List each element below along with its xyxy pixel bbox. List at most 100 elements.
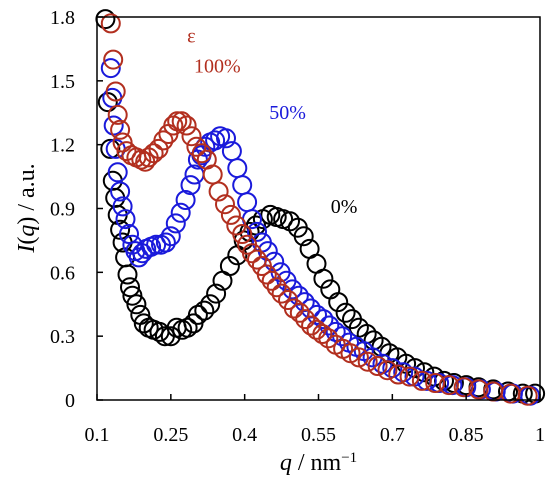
data-point	[206, 283, 227, 304]
data-point	[232, 224, 253, 244]
y-tick-label: 0.3	[50, 326, 75, 348]
y-axis-var: I	[14, 244, 40, 254]
data-point	[425, 373, 446, 393]
data-point	[335, 302, 356, 323]
data-point	[107, 162, 128, 183]
data-point	[438, 375, 459, 396]
data-point	[171, 111, 192, 132]
y-tick-label: 1.5	[50, 71, 75, 93]
x-tick-label: 0.7	[380, 424, 405, 446]
data-point	[216, 128, 236, 149]
data-point	[133, 313, 154, 334]
data-point	[328, 292, 349, 313]
data-point	[143, 143, 164, 164]
data-point	[186, 136, 207, 157]
data-point	[116, 141, 137, 162]
data-point	[256, 264, 277, 285]
y-tick-label: 1.8	[50, 7, 75, 29]
series-100pct	[100, 13, 538, 406]
y-axis-unit: / a.u.	[14, 163, 40, 216]
data-point	[112, 196, 133, 217]
annotation-label: 0%	[331, 196, 358, 218]
data-point	[103, 49, 124, 70]
data-point	[175, 190, 196, 210]
data-point	[367, 356, 388, 376]
data-point	[155, 232, 176, 253]
data-point	[187, 304, 208, 325]
y-axis-arg: q	[14, 225, 40, 237]
x-axis-unit: / nm	[292, 450, 342, 476]
data-point	[115, 209, 136, 230]
x-tick-label: 0.55	[301, 424, 336, 446]
data-point	[453, 377, 474, 398]
data-point	[517, 385, 538, 406]
data-point	[103, 115, 124, 136]
data-point	[100, 138, 121, 159]
data-point	[313, 268, 334, 289]
data-point	[107, 104, 128, 125]
x-tick-label: 0.4	[232, 424, 257, 446]
y-tick-label: 0.6	[50, 262, 75, 284]
data-point	[271, 283, 292, 304]
annotations: ε 100% 50% 0%	[187, 26, 357, 218]
data-point	[194, 300, 215, 321]
data-point	[202, 164, 223, 185]
series-50pct	[100, 58, 541, 406]
data-point	[110, 119, 131, 140]
annotation-label: 50%	[269, 102, 306, 124]
data-point	[153, 130, 174, 151]
x-axis-title: q / nm−1	[280, 450, 357, 476]
x-axis-ticks: 0.1 0.25 0.4 0.55 0.7 0.85 1	[85, 394, 545, 446]
data-point	[117, 264, 138, 285]
data-point	[227, 158, 248, 179]
data-point	[100, 13, 121, 34]
x-tick-label: 0.25	[153, 424, 188, 446]
data-point	[220, 204, 241, 225]
data-point	[414, 362, 435, 383]
data-point	[266, 277, 287, 298]
data-point	[149, 321, 170, 342]
data-point	[232, 175, 253, 196]
data-point	[205, 130, 226, 151]
y-axis-ticks: 0 0.3 0.6 0.9 1.2 1.5 1.8	[50, 7, 103, 412]
data-point	[318, 328, 339, 349]
data-point	[289, 302, 310, 323]
data-point	[176, 115, 197, 136]
data-point	[282, 279, 303, 300]
x-axis-var: q	[280, 450, 292, 476]
data-point	[325, 321, 346, 342]
data-point	[165, 213, 186, 234]
data-point	[170, 202, 191, 223]
annotation-label: 100%	[194, 55, 241, 77]
data-point	[468, 379, 489, 400]
data-point	[293, 226, 314, 247]
data-point	[177, 317, 198, 338]
data-point	[208, 181, 229, 202]
y-tick-label: 0	[65, 390, 75, 412]
data-markers	[95, 9, 546, 406]
data-point	[167, 111, 188, 132]
data-point	[110, 219, 131, 240]
data-point	[131, 149, 152, 170]
data-point	[219, 256, 240, 276]
data-point	[242, 243, 262, 264]
data-point	[105, 81, 126, 102]
data-point	[261, 270, 282, 291]
x-tick-label: 0.85	[449, 424, 484, 446]
x-axis-unit-sup: −1	[341, 450, 357, 466]
data-point	[388, 364, 409, 385]
data-point	[180, 175, 201, 196]
y-axis-title: I(q) / a.u.	[14, 163, 40, 253]
data-point	[283, 298, 304, 319]
data-point	[191, 143, 212, 164]
data-point	[312, 324, 333, 344]
data-point	[247, 221, 267, 242]
data-point	[110, 181, 131, 202]
annotation-label: ε	[187, 26, 195, 48]
data-point	[119, 224, 139, 244]
data-point	[411, 370, 432, 391]
data-point	[377, 360, 398, 381]
data-point	[126, 294, 147, 315]
data-point	[399, 366, 420, 387]
